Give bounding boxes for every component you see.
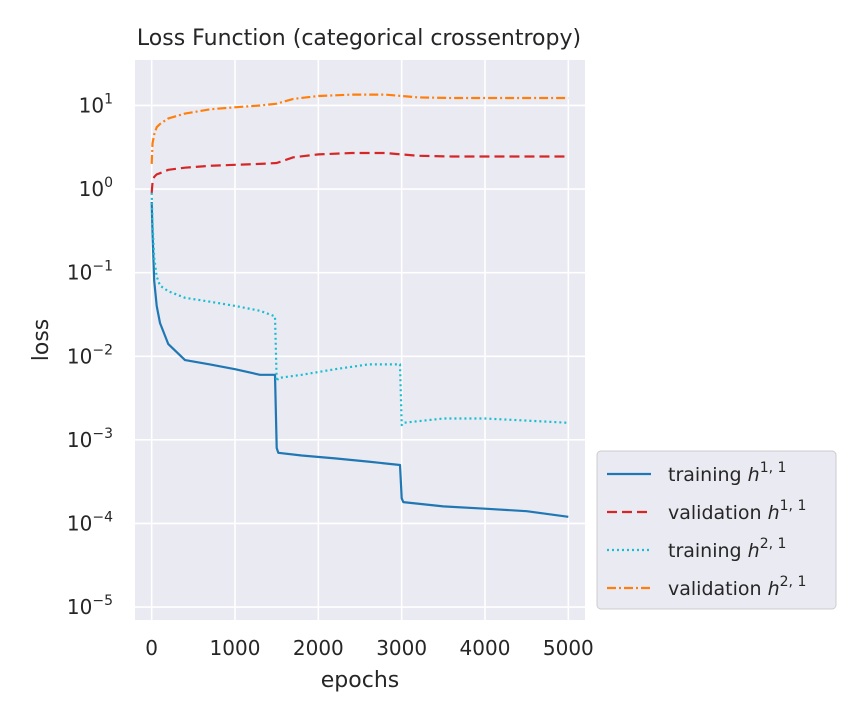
legend-label: training h2, 1 — [668, 536, 786, 562]
legend-frame — [596, 450, 837, 610]
legend-label-var: h — [768, 578, 780, 600]
x-tick-label: 4000 — [460, 636, 511, 660]
y-tick-exponent: −4 — [92, 509, 113, 525]
y-tick-base: 10 — [67, 428, 92, 452]
legend-label-var: h — [748, 540, 760, 562]
legend-label: training h1, 1 — [668, 460, 786, 486]
y-tick-label: 10−4 — [67, 509, 113, 535]
series-line-4 — [150, 93, 569, 164]
y-tick-base: 10 — [67, 261, 92, 285]
legend-label-var: h — [768, 502, 780, 524]
y-tick-base: 10 — [79, 177, 104, 201]
series-line-3 — [150, 192, 569, 427]
y-tick-exponent: −2 — [92, 342, 113, 358]
y-tick-base: 10 — [79, 93, 104, 117]
plot-area — [135, 60, 585, 620]
chart-title: Loss Function (categorical crossentropy) — [137, 26, 581, 51]
series-line-2 — [150, 151, 569, 193]
y-tick-label: 10−5 — [67, 593, 113, 619]
x-tick-label: 1000 — [210, 636, 261, 660]
y-tick-exponent: −5 — [92, 593, 113, 609]
y-tick-base: 10 — [67, 595, 92, 619]
legend-label: validation h1, 1 — [668, 498, 806, 524]
y-tick-label: 101 — [79, 91, 113, 117]
legend-label-sup: 1, 1 — [760, 460, 787, 476]
legend-label-sup: 2, 1 — [780, 574, 807, 590]
y-axis-label: loss — [29, 319, 54, 362]
legend-label-text: validation — [668, 502, 768, 524]
y-tick-label: 10−3 — [67, 426, 113, 452]
y-tick-label: 10−2 — [67, 342, 113, 368]
x-tick-label: 5000 — [543, 636, 594, 660]
x-axis-label: epochs — [321, 668, 399, 693]
series-line-1 — [150, 201, 569, 518]
x-axis-ticks: 0 1000 2000 3000 4000 5000 — [145, 636, 593, 660]
legend-label-sup: 1, 1 — [780, 498, 807, 514]
y-tick-exponent: −3 — [92, 426, 113, 442]
y-tick-exponent: 0 — [104, 175, 113, 191]
y-tick-label: 100 — [79, 175, 113, 201]
legend-label-sup: 2, 1 — [760, 536, 787, 552]
y-tick-exponent: 1 — [104, 91, 113, 107]
x-tick-label: 3000 — [376, 636, 427, 660]
y-tick-base: 10 — [67, 511, 92, 535]
y-tick-exponent: −1 — [92, 259, 113, 275]
x-tick-label: 2000 — [293, 636, 344, 660]
y-tick-base: 10 — [67, 344, 92, 368]
legend-label: validation h2, 1 — [668, 574, 806, 600]
series-layer — [150, 93, 569, 518]
y-tick-label: 10−1 — [67, 259, 113, 285]
x-tick-label: 0 — [145, 636, 158, 660]
legend-label-text: training — [668, 464, 748, 486]
legend-label-text: validation — [668, 578, 768, 600]
legend-label-text: training — [668, 540, 748, 562]
legend-label-var: h — [748, 464, 760, 486]
